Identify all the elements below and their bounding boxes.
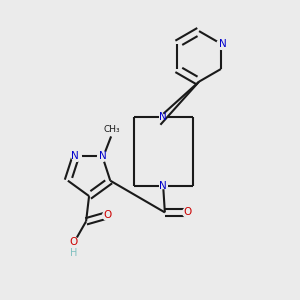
- Text: H: H: [70, 248, 77, 258]
- Text: N: N: [71, 151, 79, 161]
- Text: N: N: [160, 112, 167, 122]
- Text: N: N: [218, 39, 226, 49]
- Text: O: O: [104, 210, 112, 220]
- Text: O: O: [183, 207, 191, 218]
- Text: N: N: [160, 181, 167, 191]
- Text: CH₃: CH₃: [104, 125, 120, 134]
- Text: N: N: [99, 151, 106, 161]
- Text: O: O: [70, 237, 78, 247]
